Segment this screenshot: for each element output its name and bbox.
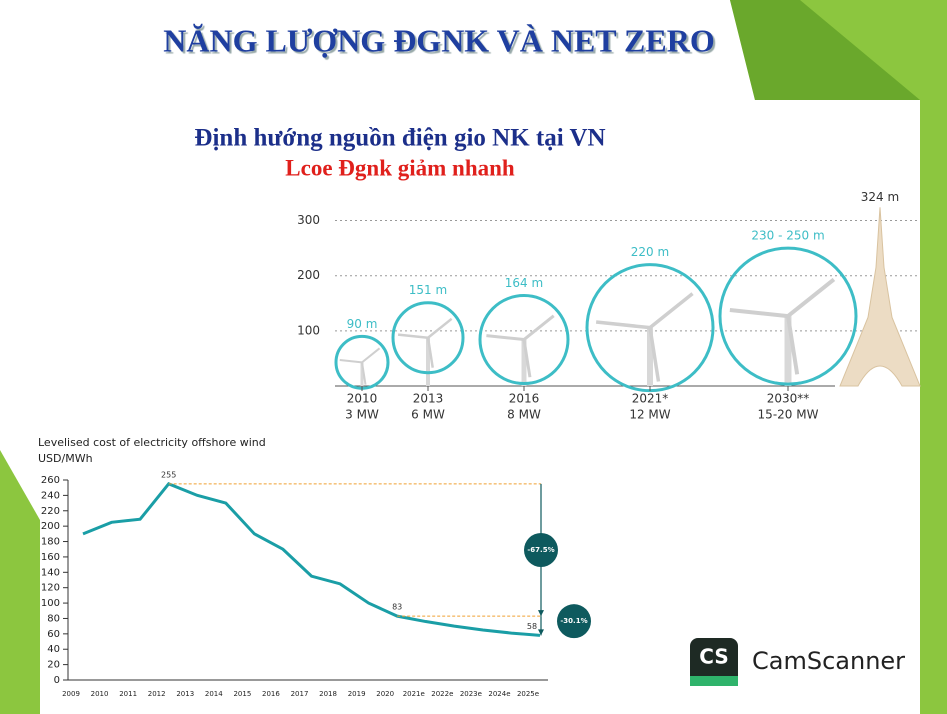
rotor-circle [391,301,465,375]
blade [523,314,555,341]
x-tick-label: 2009 [62,690,80,698]
x-tick-label: 2025e [517,690,539,698]
x-tick-label: 2015 [233,690,251,698]
annotation-label: 83 [392,603,402,612]
annotation-label: 255 [161,470,176,479]
y-tick-label: 200 [41,521,60,532]
watermark-icon-text: CS [699,645,728,669]
x-tick-label: 2023e [460,690,482,698]
change-label: -67.5% [527,546,554,554]
y-tick-label: 40 [47,644,60,655]
value-label: 230 - 250 m [751,229,824,243]
x-tick-label: 2013 [413,392,444,406]
blade [339,359,363,364]
y-tick-label: 220 [41,506,60,517]
rotor-circle [718,246,858,386]
y-tick-label: 260 [41,475,60,486]
y-tick-label: 300 [297,213,320,227]
blade [648,292,694,330]
x-tick-label: 2021* [632,392,669,406]
x-tick-label: 2017 [291,690,309,698]
y-axis-label: USD/MWh [38,452,93,465]
x-tick-label: 2021e [403,690,425,698]
change-label: -30.1% [560,617,587,625]
y-tick-label: 120 [41,583,60,594]
x-tick-label: 2030** [767,392,810,406]
x-tick-label: 2014 [205,690,223,698]
blade [361,347,381,364]
watermark: CS CamScanner [690,638,905,686]
green-decoration-dark [730,0,920,100]
blade [786,277,836,318]
blade [786,315,800,375]
watermark-icon-stripe [690,676,738,686]
x-tick-label: 2010 [91,690,109,698]
x-tick-label: 2012 [148,690,166,698]
x-tick-label: 2010 [347,392,378,406]
x-tick-label: 2022e [431,690,453,698]
eiffel-tower [839,207,921,387]
y-tick-label: 0 [54,675,60,686]
rotor-circle [478,294,570,386]
x-tick-label: 2019 [348,690,366,698]
green-decoration-left [0,450,40,714]
x-tick-label: 2011 [119,690,137,698]
x-tick-label: 2020 [376,690,394,698]
y-tick-label: 60 [47,629,60,640]
watermark-text: CamScanner [752,647,905,675]
y-tick-label: 80 [47,613,60,624]
change-badge [524,533,558,567]
x-tick-label: 6 MW [411,408,445,422]
value-label: 220 m [631,245,669,259]
chart-title: Levelised cost of electricity offshore w… [38,436,266,449]
x-tick-label: 2016 [509,392,540,406]
x-tick-label: 2018 [319,690,337,698]
chart-title: Định hướng nguồn điện gio NK tại VN [194,125,605,152]
line-series [82,482,541,637]
x-tick-label: 3 MW [345,408,379,422]
arrow-head [538,629,544,636]
y-tick-label: 240 [41,490,60,501]
reference-label: 324 m [861,190,899,204]
value-label: 90 m [347,317,378,331]
content-panel [40,100,920,714]
y-tick-label: 20 [47,660,60,671]
y-tick-label: 140 [41,567,60,578]
x-tick-label: 8 MW [507,408,541,422]
x-tick-label: 2013 [176,690,194,698]
annotation-label: 58 [527,622,537,631]
blade [361,362,367,385]
arrow-head [538,610,544,617]
watermark-icon [690,638,738,686]
chart-subtitle: Lcoe Đgnk giảm nhanh [285,155,515,180]
value-label: 151 m [409,283,447,297]
x-tick-label: 15-20 MW [758,408,819,422]
y-tick-label: 100 [41,598,60,609]
blade [522,339,532,378]
slide-title: NĂNG LƯỢNG ĐGNK VÀ NET ZERO [163,22,714,58]
y-tick-label: 100 [297,323,320,337]
blade [426,337,434,368]
x-tick-label: 2024e [488,690,510,698]
blade [397,333,429,339]
value-label: 164 m [505,276,543,290]
y-tick-label: 200 [297,268,320,282]
blade [595,320,651,330]
x-tick-label: 2016 [262,690,280,698]
y-tick-label: 180 [41,537,60,548]
change-badge [557,604,591,639]
blade [729,308,789,319]
blade [486,334,525,342]
x-tick-label: 12 MW [629,408,670,422]
blade [648,327,661,382]
blade [427,317,453,339]
y-tick-label: 160 [41,552,60,563]
